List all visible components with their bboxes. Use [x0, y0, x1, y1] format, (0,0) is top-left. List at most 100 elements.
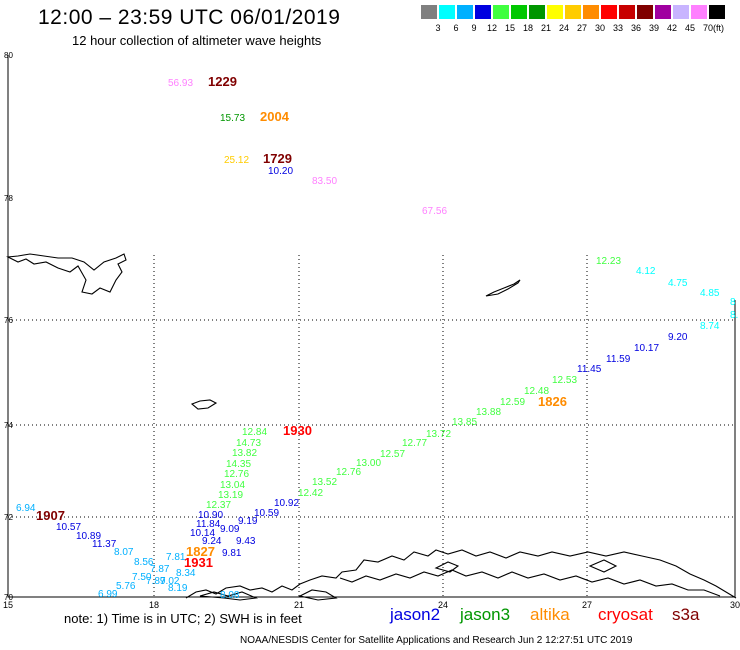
pass-time-label: 1729: [263, 151, 292, 166]
wave-height-value: 67.56: [422, 206, 447, 217]
coastline: [6, 253, 737, 601]
wave-height-value: 10.90: [198, 510, 223, 521]
norway-islands-2: [298, 589, 338, 601]
legend-swatch: [565, 5, 581, 19]
wave-height-value: 12.76: [224, 469, 249, 480]
legend-label: 12: [486, 23, 497, 33]
legend-unit: (ft): [713, 23, 724, 33]
island-hopen: [485, 279, 521, 297]
longitude-label: 21: [294, 600, 304, 610]
pass-time-label: 1229: [208, 74, 237, 89]
wave-height-value: 13.19: [218, 490, 243, 501]
norway-islands-4: [588, 559, 618, 573]
wave-height-value: 8: [730, 297, 736, 308]
wave-height-value: 7.87: [150, 564, 170, 575]
legend-swatch: [673, 5, 689, 19]
wave-height-value: 7.02: [160, 576, 180, 587]
wave-height-value: 12.57: [380, 449, 405, 460]
wave-height-value: 8.34: [176, 568, 196, 579]
satellite-s3a: s3a: [672, 605, 700, 624]
longitude-label: 24: [438, 600, 448, 610]
legend-label: 3: [435, 23, 441, 33]
wave-height-value: 10.20: [268, 166, 293, 177]
legend-label: 9: [471, 23, 477, 33]
legend-label: 6: [453, 23, 459, 33]
wave-height-value: 4.75: [668, 278, 688, 289]
wave-height-value: 12.48: [524, 386, 549, 397]
wave-height-value: 8.: [730, 310, 738, 321]
pass-time-label: 1930: [283, 423, 312, 438]
legend-label: 70: [702, 23, 713, 33]
wave-height-value: 13.85: [452, 417, 477, 428]
wave-height-value: 11.84: [196, 519, 221, 530]
legend-swatch: [601, 5, 617, 19]
wave-height-value: 7.89: [146, 576, 166, 587]
wave-height-value: 5.76: [116, 581, 136, 592]
legend-swatch: [529, 5, 545, 19]
wave-height-value: 25.12: [224, 155, 249, 166]
map-frame: [7, 55, 736, 598]
credit-line: NOAA/NESDIS Center for Satellite Applica…: [240, 635, 633, 646]
legend-swatch: [475, 5, 491, 19]
legend-label: 39: [648, 23, 659, 33]
wave-height-value: 4.85: [700, 288, 720, 299]
pass-time-label: 1826: [538, 394, 567, 409]
wave-height-value: 13.88: [476, 407, 501, 418]
legend-swatch: [709, 5, 725, 19]
norway-islands-1: [199, 591, 259, 601]
wave-height-value: 9.09: [220, 524, 240, 535]
wave-height-value: 8.74: [700, 321, 720, 332]
legend-swatch: [637, 5, 653, 19]
legend-swatch: [511, 5, 527, 19]
legend-label: 42: [666, 23, 677, 33]
legend-label: 18: [522, 23, 533, 33]
wave-height-value: 12.59: [500, 397, 525, 408]
wave-height-value: 13.72: [426, 429, 451, 440]
wave-height-value: 56.93: [168, 78, 193, 89]
legend-swatch: [583, 5, 599, 19]
wave-height-value: 8.07: [114, 547, 134, 558]
legend-label: 33: [612, 23, 623, 33]
wave-height-value: 9.81: [222, 548, 242, 559]
wave-height-value: 12.76: [336, 467, 361, 478]
wave-height-value: 11.37: [92, 539, 117, 550]
wave-height-value: 9.24: [202, 536, 222, 547]
wave-height-value: 10.59: [254, 508, 279, 519]
norway-coast: [185, 549, 737, 599]
wave-height-value: 11.59: [606, 354, 631, 365]
wave-height-value: 10.92: [274, 498, 299, 509]
legend-swatch: [421, 5, 437, 19]
wave-height-value: 10.14: [190, 528, 215, 539]
wave-height-value: 14.35: [226, 459, 251, 470]
longitude-label: 15: [3, 600, 13, 610]
wave-height-value: 8.56: [134, 557, 154, 568]
legend-label: 30: [594, 23, 605, 33]
wave-height-value: 10.57: [56, 522, 81, 533]
legend-swatch: [691, 5, 707, 19]
wave-height-value: 12.53: [552, 375, 577, 386]
wave-height-value: 12.77: [402, 438, 427, 449]
wave-height-value: 12.84: [242, 427, 267, 438]
satellite-cryosat: cryosat: [598, 605, 653, 624]
legend-swatch: [655, 5, 671, 19]
wave-height-value: 13.52: [312, 477, 337, 488]
wave-height-value: 8.19: [168, 583, 188, 594]
wave-height-value: 8.08: [220, 590, 240, 601]
satellite-altika: altika: [530, 605, 570, 624]
pass-time-label: 1827: [186, 544, 215, 559]
longitude-label: 27: [582, 600, 592, 610]
wave-height-value: 9.20: [668, 332, 688, 343]
footnote: note: 1) Time is in UTC; 2) SWH is in fe…: [64, 611, 302, 626]
legend-label: 15: [504, 23, 515, 33]
island-bjornoya: [190, 399, 218, 410]
wave-height-value: 14.73: [236, 438, 261, 449]
wave-height-value: 12.23: [596, 256, 621, 267]
wave-height-value: 6.94: [16, 503, 36, 514]
map-subtitle: 12 hour collection of altimeter wave hei…: [72, 33, 322, 48]
satellite-jason2: jason2: [390, 605, 441, 624]
wave-height-value: 13.04: [220, 480, 245, 491]
wave-height-value: 9.10: [0, 0, 20, 3]
